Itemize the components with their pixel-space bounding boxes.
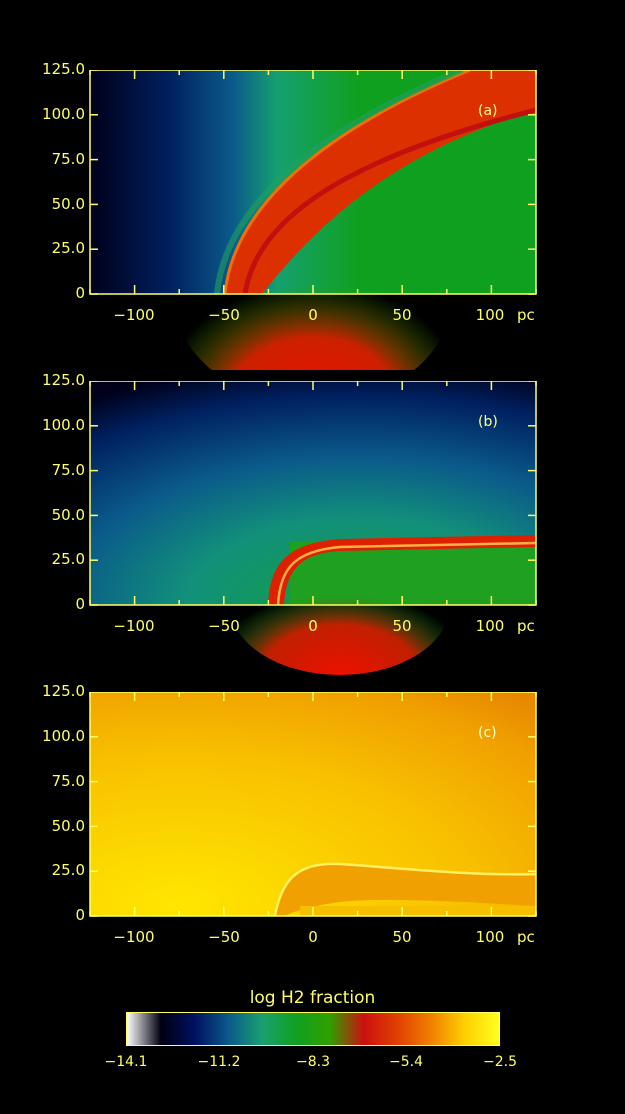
panel-c-x-tick-2: 0 bbox=[308, 928, 318, 946]
panel-c-y-tick-5: 125.0 bbox=[42, 682, 85, 700]
panel-a-x-tick-3: 50 bbox=[392, 306, 412, 324]
panel-a-x-unit: pc bbox=[517, 306, 535, 324]
panel-a-y-tick-5: 125.0 bbox=[42, 60, 85, 78]
panel-b-y-tick-5: 125.0 bbox=[42, 371, 85, 389]
panel-b-y-tick-3: 75.0 bbox=[51, 461, 85, 479]
panel-a-x-tick-1: −50 bbox=[208, 306, 240, 324]
panel-a-y-tick-0: 0 bbox=[75, 284, 85, 302]
panel-c-y-tick-1: 25.0 bbox=[51, 861, 85, 879]
panel-b-map bbox=[90, 381, 537, 675]
panel-b-x-tick-2: 0 bbox=[308, 617, 318, 635]
panel-b-x-tick-0: −100 bbox=[113, 617, 155, 635]
panel-c-y-tick-2: 50.0 bbox=[51, 817, 85, 835]
panel-b-svg bbox=[89, 381, 537, 675]
panel-a: 0 25.0 50.0 75.0 100.0 125.0 −100 −50 0 … bbox=[0, 62, 625, 370]
colorbar-tick-1: −11.2 bbox=[197, 1054, 241, 1070]
panel-b-tick-marks bbox=[89, 381, 537, 606]
panel-c-x-tick-1: −50 bbox=[208, 928, 240, 946]
panel-a-x-tick-4: 100 bbox=[475, 306, 505, 324]
panel-b-y-tick-2: 50.0 bbox=[51, 506, 85, 524]
panel-a-svg bbox=[89, 70, 537, 370]
panel-a-x-tick-2: 0 bbox=[308, 306, 318, 324]
panel-a-label: (a) bbox=[478, 103, 498, 119]
panel-c: 0 25.0 50.0 75.0 100.0 125.0 −100 −50 0 … bbox=[0, 684, 625, 992]
panel-c-tick-marks bbox=[89, 692, 537, 917]
panel-b-y-tick-4: 100.0 bbox=[42, 416, 85, 434]
panel-a-y-tick-1: 25.0 bbox=[51, 239, 85, 257]
colorbar-tick-4: −2.5 bbox=[483, 1054, 517, 1070]
panel-a-tick-marks bbox=[89, 70, 537, 295]
panel-b-x-tick-1: −50 bbox=[208, 617, 240, 635]
panel-c-label: (c) bbox=[478, 725, 497, 741]
panel-b-y-tick-0: 0 bbox=[75, 595, 85, 613]
panel-c-y-tick-3: 75.0 bbox=[51, 772, 85, 790]
panel-a-y-tick-3: 75.0 bbox=[51, 150, 85, 168]
colorbar-title: log H2 fraction bbox=[249, 988, 376, 1008]
colorbar-tick-3: −5.4 bbox=[389, 1054, 423, 1070]
panel-b-y-tick-1: 25.0 bbox=[51, 550, 85, 568]
panel-a-y-tick-2: 50.0 bbox=[51, 195, 85, 213]
colorbar bbox=[126, 1012, 500, 1046]
panel-c-map bbox=[90, 692, 537, 917]
panel-b-x-tick-3: 50 bbox=[392, 617, 412, 635]
panel-b: 0 25.0 50.0 75.0 100.0 125.0 −100 −50 0 … bbox=[0, 373, 625, 681]
panel-c-x-tick-4: 100 bbox=[475, 928, 505, 946]
panel-c-y-tick-0: 0 bbox=[75, 906, 85, 924]
panel-c-svg bbox=[89, 692, 537, 917]
panel-a-map bbox=[90, 70, 537, 370]
panel-c-x-tick-0: −100 bbox=[113, 928, 155, 946]
panel-c-x-unit: pc bbox=[517, 928, 535, 946]
panel-b-x-tick-4: 100 bbox=[475, 617, 505, 635]
colorbar-tick-2: −8.3 bbox=[296, 1054, 330, 1070]
panel-a-y-tick-4: 100.0 bbox=[42, 105, 85, 123]
panel-c-x-tick-3: 50 bbox=[392, 928, 412, 946]
panel-c-y-tick-4: 100.0 bbox=[42, 727, 85, 745]
colorbar-tick-0: −14.1 bbox=[104, 1054, 148, 1070]
panel-b-label: (b) bbox=[478, 414, 498, 430]
panel-b-x-unit: pc bbox=[517, 617, 535, 635]
panel-a-x-tick-0: −100 bbox=[113, 306, 155, 324]
